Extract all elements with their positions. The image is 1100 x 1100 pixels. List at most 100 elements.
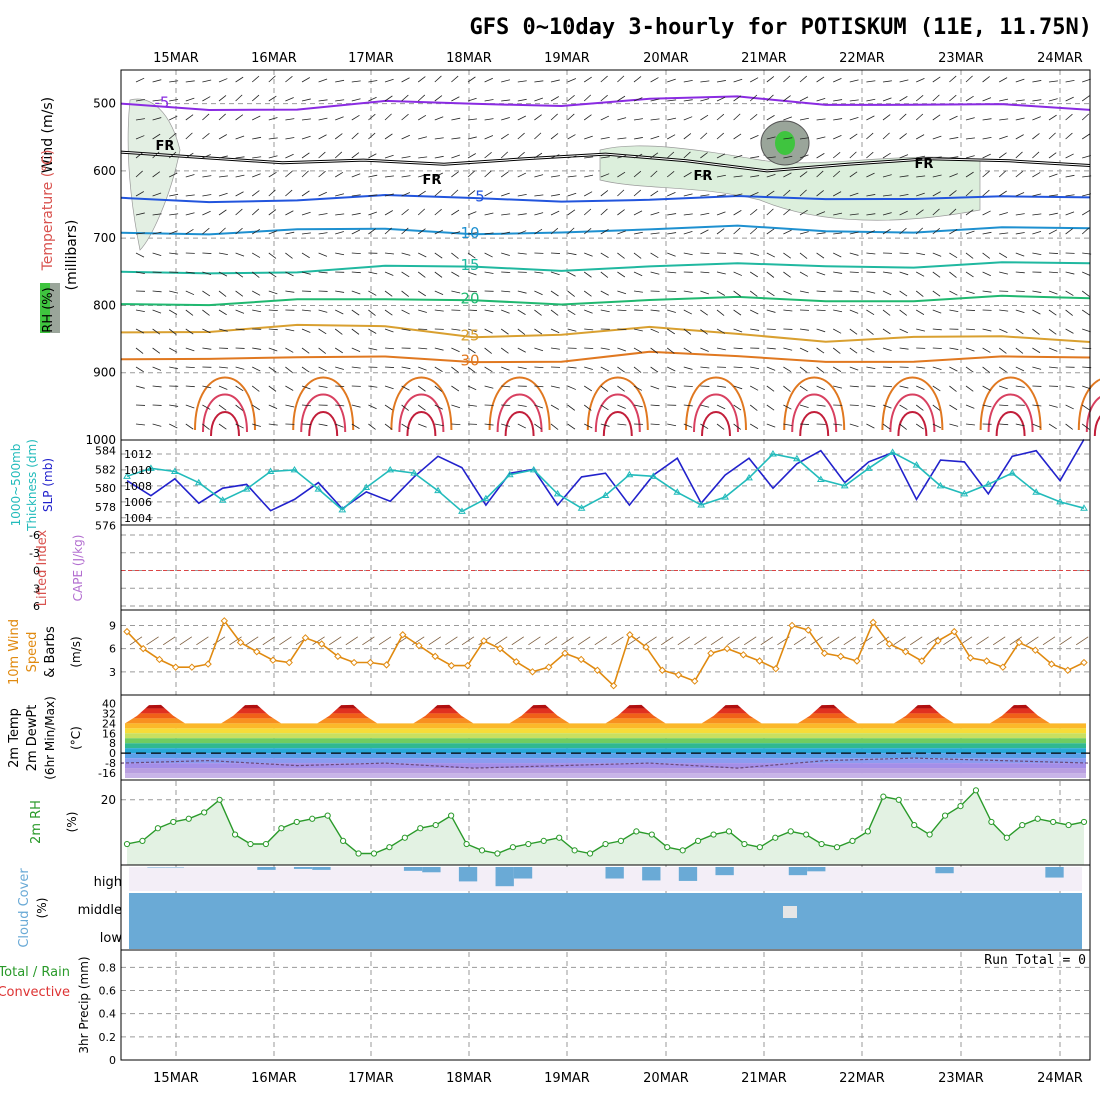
upper-wind-barb [650,347,659,354]
upper-wind-barb [650,271,660,275]
upper-wind-barb [235,114,244,121]
upper-wind-barb [617,189,625,197]
rh-point [216,796,223,803]
upper-wind-barb [135,118,145,121]
upper-wind-barb [1048,114,1057,121]
upper-wind-barb [667,309,676,313]
upper-wind-barb [617,347,627,352]
upper-wind-barb [500,328,509,335]
upper-wind-barb [434,208,442,216]
upper-wind-barb [218,328,228,332]
upper-wind-barb [633,97,643,102]
upper-wind-barb [501,290,511,293]
isotherm-label: 5 [475,187,485,205]
upper-wind-barb [999,309,1009,312]
upper-wind-barb [501,423,510,427]
temp-tick-label: 8 [109,737,116,750]
upper-wind-barb [152,79,162,83]
upper-wind-barb [534,194,544,197]
surface-wind-barb [611,636,624,646]
upper-wind-barb [733,385,743,390]
upper-wind-barb [916,175,926,178]
upper-wind-barb [235,252,245,257]
upper-wind-barb [301,423,312,425]
temp-color-band [125,763,1086,769]
wind10m-point [658,666,666,674]
upper-wind-barb [633,231,643,235]
upper-wind-barb [1032,116,1041,121]
upper-wind-barb [202,309,210,316]
upper-wind-barb [1081,404,1090,411]
upper-wind-barb [998,347,1007,354]
upper-wind-barb [534,97,544,102]
upper-wind-barb [617,271,626,278]
upper-wind-barb [335,99,345,102]
slp-point [912,461,921,468]
upper-wind-barb [368,309,376,316]
upper-wind-barb [899,210,908,216]
upper-wind-barb [218,192,228,197]
upper-wind-barb [218,113,226,121]
low-level-isotherm [292,376,355,431]
upper-wind-barb [799,290,809,294]
upper-wind-barb [650,77,659,83]
upper-wind-barb [982,210,991,216]
wind10m-point [691,677,699,685]
upper-wind-barb [418,136,428,140]
surface-wind-barb [644,636,657,646]
slp-point [1008,469,1017,476]
upper-wind-barb [368,385,378,388]
upper-wind-barb [882,80,892,83]
upper-wind-barb [683,328,692,335]
upper-wind-barb [268,385,277,392]
upper-wind-barb [849,99,859,102]
upper-wind-barb [982,231,992,235]
upper-wind-barb [617,209,625,216]
upper-wind-barb [866,194,876,197]
upper-wind-barb [932,114,941,121]
upper-wind-barb [251,404,260,411]
upper-wind-barb [816,290,826,293]
wind-tick-label: 6 [109,643,116,656]
upper-wind-barb [467,232,477,235]
upper-wind-barb [700,212,710,216]
surface-wind-barb [760,636,774,646]
upper-wind-barb [667,192,676,197]
upper-wind-barb [832,170,841,178]
upper-wind-barb [1048,229,1058,235]
upper-wind-barb [667,117,677,121]
upper-wind-barb [534,404,544,409]
upper-wind-barb [733,328,743,333]
bottom-date-label: 15MAR [153,1071,199,1086]
upper-wind-barb [550,227,559,235]
slp-point [745,473,753,481]
upper-wind-barb [733,309,742,316]
upper-wind-barb [235,328,245,331]
upper-wind-barb [783,404,792,410]
upper-wind-barb [235,309,245,314]
slp-point [816,475,825,483]
upper-wind-barb [268,75,276,83]
rh-point [941,812,949,819]
wind10m-point [707,649,715,657]
thickness-tick-label: 578 [95,501,116,514]
wind10m-point [236,638,245,647]
bottom-date-label: 17MAR [348,1071,394,1086]
temp-color-band [125,753,1086,759]
rh-shaded-area [599,145,981,221]
temp-mask [125,695,1086,724]
upper-wind-barb [866,423,875,429]
upper-wind-barb [268,347,278,352]
upper-wind-barb [700,328,708,335]
upper-wind-barb [733,155,743,159]
upper-wind-barb [301,135,311,140]
temp-color-band [125,733,1086,739]
upper-wind-barb [766,252,776,258]
surface-wind-barb [1009,636,1023,646]
upper-wind-barb [218,155,228,159]
wind10m-point [155,655,164,664]
upper-wind-barb [434,155,444,159]
upper-wind-barb [401,209,409,216]
precip-tick-label: 0.8 [99,961,117,974]
upper-wind-barb [451,328,461,331]
